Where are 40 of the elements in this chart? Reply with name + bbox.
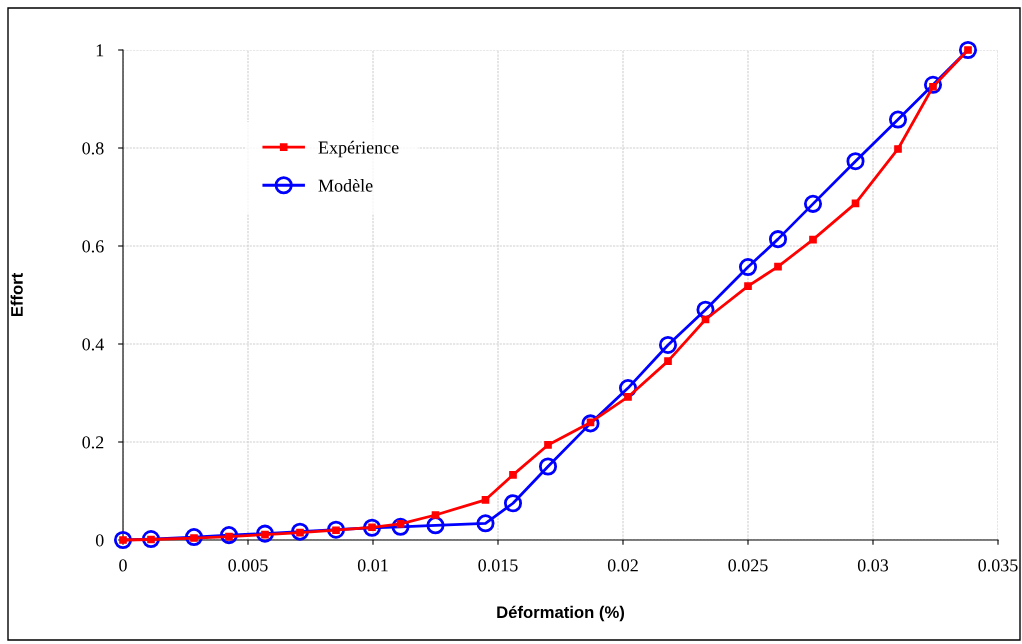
x-tick-label: 0	[119, 559, 127, 572]
x-tick-label: 0.025	[728, 559, 768, 572]
point	[503, 494, 523, 513]
point	[888, 110, 908, 129]
x-tick-label: 0.035	[978, 559, 1018, 572]
legend-label: Expérience	[318, 140, 399, 158]
point	[113, 530, 133, 550]
point	[664, 357, 672, 365]
point	[481, 495, 490, 504]
point	[624, 393, 632, 401]
x-tick-label: 0.015	[478, 559, 518, 572]
y-axis-title: Effort	[10, 272, 23, 317]
point	[538, 457, 558, 476]
x-tick-label: 0.03	[857, 559, 889, 572]
y-tick-label: 0.6	[82, 240, 104, 253]
point	[744, 282, 752, 291]
point	[738, 258, 758, 277]
point	[894, 145, 902, 153]
point	[958, 40, 978, 60]
x-axis-title: Déformation (%)	[497, 605, 625, 622]
point	[658, 335, 678, 355]
point	[544, 441, 552, 449]
y-tick-label: 0.2	[82, 436, 104, 449]
point	[846, 152, 865, 171]
point	[426, 516, 445, 535]
x-tick-label: 0.005	[228, 559, 268, 572]
point	[774, 262, 782, 271]
y-tick-label: 0.4	[82, 338, 104, 351]
y-tick-label: 0.8	[82, 142, 104, 155]
y-tick-label: 0	[95, 534, 104, 547]
point	[476, 514, 495, 533]
point	[431, 511, 440, 519]
x-tick-label: 0.01	[357, 559, 388, 572]
point	[803, 194, 823, 213]
point	[809, 235, 817, 244]
x-tick-label: 0.02	[607, 559, 638, 572]
point	[768, 230, 788, 249]
point	[509, 471, 517, 479]
legend-label: Modèle	[318, 179, 373, 192]
y-tick-label: 1	[96, 44, 104, 57]
